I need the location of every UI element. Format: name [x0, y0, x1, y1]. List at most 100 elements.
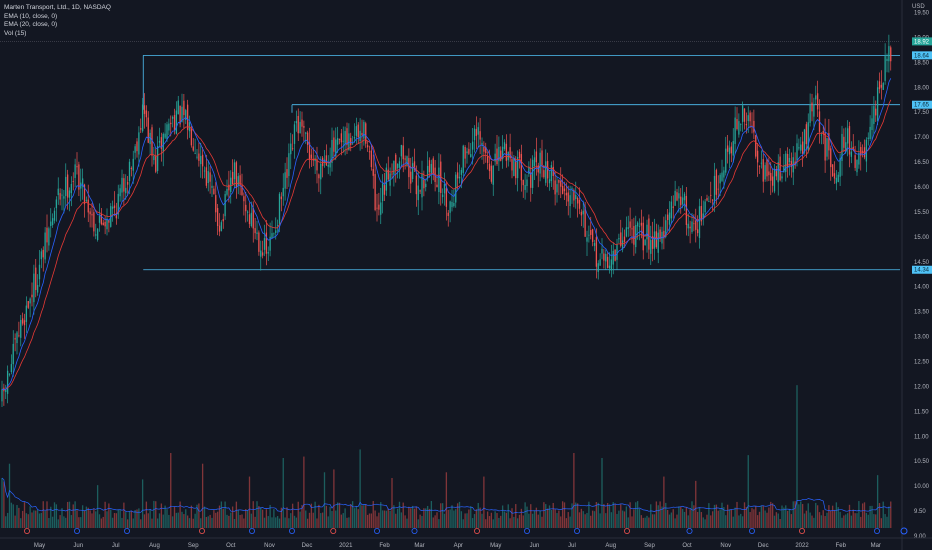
candle-body [695, 220, 697, 230]
volume-bar [792, 501, 794, 528]
volume-bar [588, 501, 590, 528]
volume-bar [237, 509, 239, 528]
candle-body [33, 273, 35, 303]
volume-bar [848, 504, 851, 528]
candle-body [569, 195, 571, 207]
volume-bar [106, 511, 108, 528]
volume-bar [265, 509, 268, 528]
volume-bar [301, 505, 303, 528]
candle-body [614, 249, 616, 261]
candle-body [333, 137, 335, 152]
volume-bar [852, 509, 854, 528]
candle-body [29, 298, 31, 304]
volume-bar [533, 510, 536, 528]
price-tick-label: 15.00 [914, 235, 930, 241]
volume-bar [376, 516, 378, 528]
volume-bar [417, 519, 419, 528]
candle-body [785, 153, 787, 172]
ema10-legend[interactable]: EMA (10, close, 0) [4, 12, 58, 20]
volume-bar [550, 509, 553, 528]
volume-bar [76, 510, 78, 528]
volume-bar [102, 516, 104, 528]
candle-body [582, 210, 584, 215]
price-tick-label: 15.50 [914, 210, 930, 216]
candle-body [181, 106, 183, 122]
time-tick-label: May [34, 543, 45, 549]
candle-body [235, 162, 238, 189]
volume-bar [638, 508, 641, 528]
volume-bar [783, 507, 785, 528]
candle-body [160, 137, 163, 149]
candle-body [567, 192, 569, 202]
volume-bar [775, 512, 778, 528]
volume-bar [445, 472, 448, 528]
level-badge [912, 265, 932, 274]
volume-bar [21, 510, 24, 528]
candle-body [456, 172, 459, 179]
candle-body [1, 389, 3, 402]
volume-bar [657, 505, 659, 528]
candle-body [479, 131, 481, 140]
candle-body [738, 121, 740, 135]
candle-body [275, 230, 277, 233]
volume-bar [63, 516, 65, 528]
candle-body [524, 184, 526, 190]
candle-body [177, 100, 179, 115]
volume-bar [651, 514, 654, 528]
volume-bar [156, 518, 159, 528]
candle-body [318, 174, 320, 179]
volume-bar [406, 518, 408, 528]
volume-legend[interactable]: Vol (15) [4, 29, 27, 37]
volume-bar [597, 502, 599, 528]
candle-body [402, 145, 404, 160]
price-tick-label: 16.50 [914, 160, 930, 166]
volume-bar [170, 453, 172, 528]
candle-body [756, 150, 759, 163]
candle-body [610, 259, 613, 271]
candle-body [340, 133, 343, 143]
volume-bar [511, 508, 513, 528]
volume-bar [87, 507, 89, 528]
candle-body [505, 143, 508, 161]
volume-bar [858, 501, 860, 528]
volume-bar [440, 503, 442, 528]
volume-bar [329, 506, 331, 528]
volume-bar [308, 512, 311, 528]
candle-body [267, 252, 269, 254]
event-marker [124, 528, 131, 535]
volume-bar [183, 514, 185, 528]
candle-body [828, 133, 830, 151]
candle-body [335, 139, 337, 157]
candle-body [603, 253, 605, 261]
volume-bar [528, 513, 530, 528]
event-marker [288, 528, 295, 535]
candle-body [350, 138, 352, 145]
candle-body [571, 188, 573, 190]
candle-body [145, 110, 148, 118]
candle-body [138, 132, 140, 155]
event-marker [686, 528, 693, 535]
time-tick-label: Oct [682, 543, 692, 549]
ema20-legend[interactable]: EMA (20, close, 0) [4, 21, 58, 28]
volume-bar [136, 509, 138, 528]
candle-body [573, 190, 575, 201]
time-tick-label: Jun [73, 543, 83, 549]
volume-bar [732, 516, 734, 528]
volume-bar [462, 519, 464, 528]
volume-bar [430, 500, 433, 528]
chart-legend: Marten Transport, Ltd., 1D, NASDAQ EMA (… [4, 4, 111, 38]
candle-body [546, 161, 549, 179]
candle-body [220, 222, 223, 231]
goto-realtime-icon [900, 527, 908, 535]
candle-body [331, 139, 333, 163]
volume-bar [408, 506, 410, 528]
candle-body [618, 238, 620, 240]
candle-body [455, 174, 457, 203]
candle-body [483, 146, 485, 152]
candle-body [496, 148, 498, 165]
volume-bar [762, 506, 764, 528]
volume-bar [331, 510, 333, 528]
volume-bar [290, 513, 292, 528]
